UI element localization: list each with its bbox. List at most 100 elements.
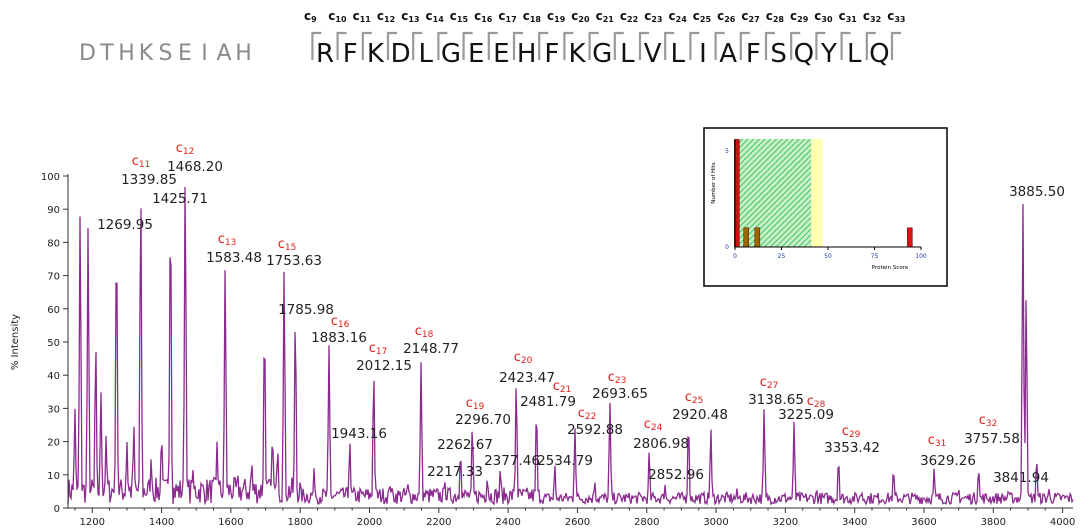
ion-label-base: c	[331, 314, 338, 329]
fragment-label: c12	[377, 9, 395, 24]
ion-label-sub: 27	[767, 381, 778, 391]
x-tick-label: 2000	[357, 517, 382, 528]
x-tick-label: 1200	[80, 517, 105, 528]
ion-label-base: c	[132, 154, 139, 169]
peak-mass-label: 3885.50	[1009, 184, 1065, 200]
fragment-label-base: c	[498, 9, 505, 23]
ion-label: c24	[644, 417, 663, 433]
hist-x-tick-label: 25	[778, 253, 786, 260]
ion-label: c18	[415, 324, 434, 340]
fragment-label-base: c	[814, 9, 821, 23]
ion-label: c12	[176, 141, 195, 157]
sequence-residue: F	[746, 39, 761, 69]
sequence-residue: Q	[794, 39, 814, 69]
ion-label: c20	[514, 350, 533, 366]
ion-label-sub: 23	[615, 376, 626, 386]
cleavage-marker	[588, 31, 599, 60]
y-tick-label: 20	[47, 438, 60, 449]
fragment-label-base: c	[353, 9, 360, 23]
ion-label-sub: 28	[814, 400, 826, 410]
fragment-label: c26	[717, 9, 736, 24]
peak-mass-label: 1883.16	[311, 330, 367, 346]
fragment-label-base: c	[644, 9, 651, 23]
peak-mass-label: 2012.15	[356, 358, 412, 374]
ion-label-base: c	[369, 341, 376, 356]
hist-x-tick-label: 50	[824, 253, 832, 260]
cleavage-marker	[361, 31, 372, 60]
cleavage-marker	[412, 31, 423, 60]
y-tick-label: 80	[47, 238, 60, 249]
x-tick-label: 3400	[842, 517, 867, 528]
fragment-label-sub: 28	[773, 15, 785, 24]
fragment-label: c23	[644, 9, 662, 24]
ion-label-sub: 22	[585, 412, 596, 422]
fragment-label-sub: 11	[360, 15, 372, 24]
sequence-residue: F	[544, 39, 559, 69]
fragment-label-base: c	[426, 9, 433, 23]
sequence-residue: G	[592, 39, 612, 69]
fragment-label-sub: 18	[530, 15, 542, 24]
x-tick-label: 3600	[911, 517, 936, 528]
fragment-label-sub: 23	[651, 15, 662, 24]
sequence-prefix-residue: H	[118, 41, 136, 66]
y-tick-label: 60	[47, 305, 60, 316]
fragment-label: c24	[669, 9, 688, 24]
ion-label-base: c	[415, 324, 422, 339]
fragment-label-sub: 31	[846, 15, 858, 24]
fragment-label: c14	[426, 9, 445, 24]
ion-label: c16	[331, 314, 350, 330]
fragment-label-base: c	[887, 9, 894, 23]
fragment-label: c32	[863, 9, 881, 24]
peak-mass-label: 1269.95	[97, 217, 153, 233]
cleavage-marker	[462, 31, 473, 60]
sequence-prefix-residue: E	[178, 41, 193, 66]
ion-label: c21	[553, 379, 572, 395]
peak-mass-label: 1339.85	[121, 172, 177, 188]
sequence-coverage-map: D T H K S E I A H R F K D L G E E H F K G L V L I A F S Q Y L Qc9 c10 c11…	[79, 9, 905, 69]
sequence-residue: L	[620, 39, 635, 69]
fragment-label-base: c	[596, 9, 603, 23]
ion-label-sub: 29	[849, 430, 861, 440]
sequence-residue: E	[468, 39, 484, 69]
peak-mass-label: 1425.71	[152, 191, 208, 207]
fragment-label-base: c	[669, 9, 676, 23]
ion-label: c13	[218, 232, 237, 248]
fragment-label: c21	[596, 9, 615, 24]
ion-label-base: c	[553, 379, 560, 394]
fragment-label-sub: 20	[578, 15, 590, 24]
peak-mass-label: 3138.65	[748, 392, 804, 408]
fragment-label-base: c	[523, 9, 530, 23]
sequence-residue: A	[719, 39, 737, 69]
sequence-prefix-residue: A	[216, 41, 232, 66]
ion-label-base: c	[176, 141, 183, 156]
sequence-residue: D	[391, 39, 411, 69]
sequence-prefix-residue: I	[201, 41, 209, 66]
fragment-label: c10	[328, 9, 347, 24]
x-tick-label: 1400	[149, 517, 174, 528]
ion-label: c17	[369, 341, 388, 357]
cleavage-marker	[336, 31, 347, 60]
peak-mass-label: 2148.77	[403, 341, 459, 357]
fragment-label-sub: 26	[724, 15, 736, 24]
peak-mass-label: 3225.09	[778, 407, 834, 423]
fragment-label-base: c	[693, 9, 700, 23]
peak-mass-label: 2534.79	[537, 453, 593, 469]
y-tick-label: 90	[47, 205, 60, 216]
fragment-label-sub: 32	[870, 15, 881, 24]
fragment-label-sub: 25	[700, 15, 712, 24]
sequence-residue: R	[316, 39, 334, 69]
x-tick-label: 4000	[1050, 517, 1075, 528]
hist-x-tick-label: 75	[871, 253, 879, 260]
ion-label-sub: 19	[473, 402, 485, 412]
y-tick-label: 30	[47, 404, 60, 415]
ion-label-base: c	[514, 350, 521, 365]
peak-mass-label: 2377.46	[484, 453, 540, 469]
hist-x-axis-title: Protein Score	[872, 265, 909, 271]
fragment-label-sub: 13	[408, 15, 419, 24]
hist-y-axis-title: Number of Hits	[711, 162, 717, 204]
peak-mass-label: 1468.20	[167, 159, 223, 175]
peak-mass-label: 3757.58	[964, 431, 1020, 447]
fragment-label-sub: 19	[554, 15, 566, 24]
fragment-label: c9	[304, 9, 317, 24]
peak-mass-label: 2296.70	[455, 412, 511, 428]
